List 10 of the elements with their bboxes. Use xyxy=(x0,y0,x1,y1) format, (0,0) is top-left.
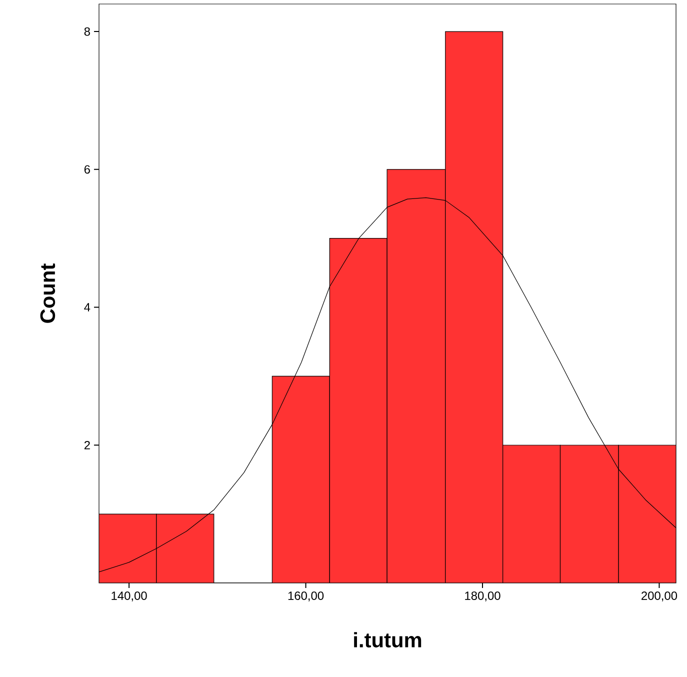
y-tick-label: 4 xyxy=(84,303,90,312)
x-tick-label: 160,00 xyxy=(288,591,324,602)
x-tick-label: 140,00 xyxy=(112,591,147,602)
x-tick-label: 180,00 xyxy=(465,591,500,602)
y-axis-title: Count xyxy=(40,264,56,323)
y-tick-label: 2 xyxy=(84,440,90,450)
y-tick-label: 6 xyxy=(84,165,90,174)
x-tick-label: 200,00 xyxy=(642,591,678,602)
x-axis-title: i.tutum xyxy=(354,632,422,648)
y-tick-label: 8 xyxy=(84,27,90,36)
